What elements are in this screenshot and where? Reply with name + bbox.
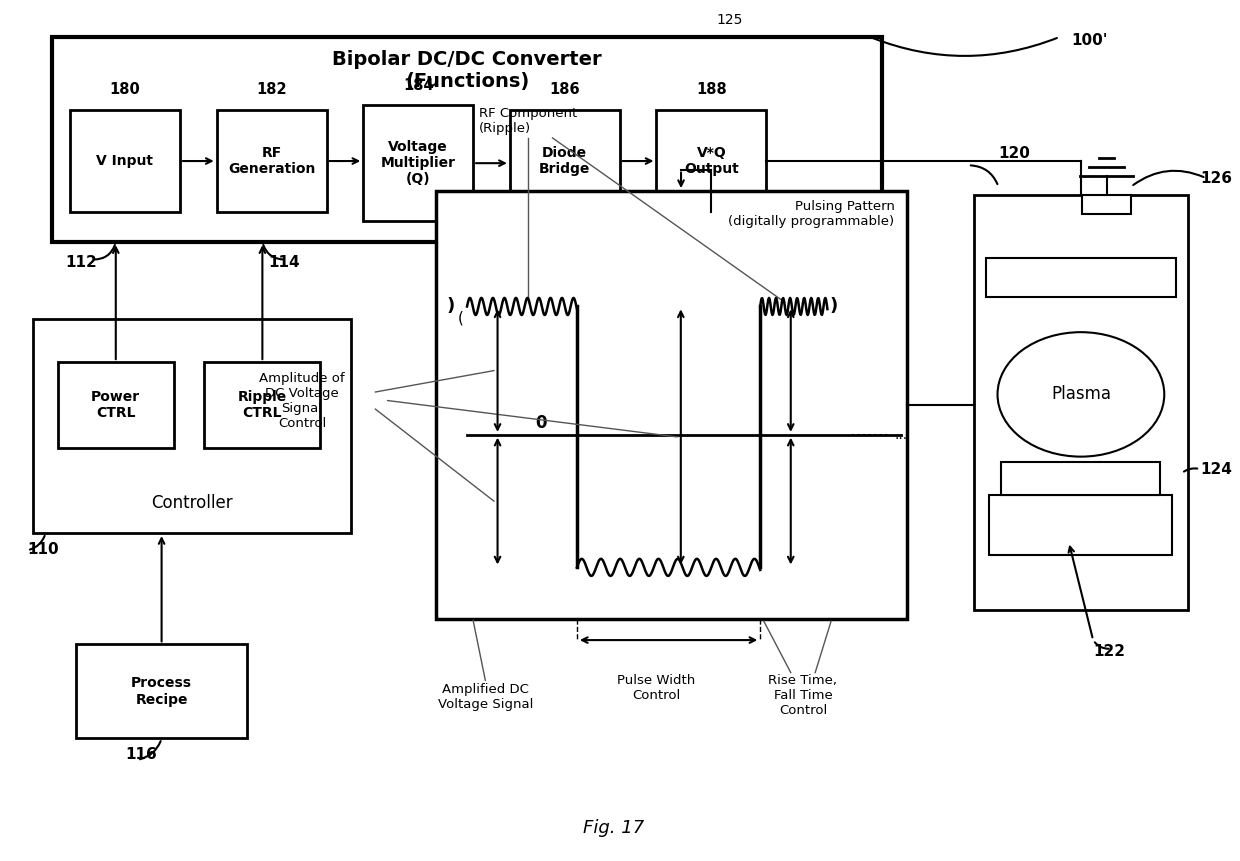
Text: 112: 112 bbox=[66, 255, 98, 270]
Text: 188: 188 bbox=[696, 82, 727, 97]
Text: ): ) bbox=[830, 297, 838, 315]
Text: Controller: Controller bbox=[151, 493, 233, 511]
Text: RF Component
(Ripple): RF Component (Ripple) bbox=[479, 108, 578, 135]
Text: (: ( bbox=[458, 311, 464, 326]
Text: Bipolar DC/DC Converter
(Functions): Bipolar DC/DC Converter (Functions) bbox=[332, 50, 601, 90]
Text: 186: 186 bbox=[549, 82, 580, 97]
Text: ): ) bbox=[446, 297, 455, 315]
Text: Pulsing Pattern
(digitally programmable): Pulsing Pattern (digitally programmable) bbox=[728, 200, 894, 227]
Text: Ripple
CTRL: Ripple CTRL bbox=[238, 390, 286, 420]
Text: Rise Time,
Fall Time
Control: Rise Time, Fall Time Control bbox=[769, 674, 837, 717]
Text: ...: ... bbox=[894, 428, 908, 442]
Text: 100': 100' bbox=[1071, 33, 1109, 47]
FancyBboxPatch shape bbox=[52, 37, 883, 242]
FancyBboxPatch shape bbox=[1083, 195, 1131, 214]
Text: 116: 116 bbox=[125, 747, 156, 762]
FancyBboxPatch shape bbox=[510, 109, 620, 213]
Text: Voltage
Multiplier
(Q): Voltage Multiplier (Q) bbox=[381, 140, 455, 186]
FancyBboxPatch shape bbox=[217, 109, 326, 213]
Text: 122: 122 bbox=[1094, 644, 1125, 660]
Text: 180: 180 bbox=[109, 82, 140, 97]
Text: 182: 182 bbox=[257, 82, 286, 97]
FancyBboxPatch shape bbox=[986, 258, 1176, 297]
Text: 126: 126 bbox=[1200, 170, 1233, 186]
Text: Process
Recipe: Process Recipe bbox=[131, 676, 192, 707]
FancyBboxPatch shape bbox=[205, 362, 320, 448]
FancyBboxPatch shape bbox=[973, 195, 1188, 610]
Text: 120: 120 bbox=[998, 146, 1030, 161]
FancyBboxPatch shape bbox=[436, 191, 906, 619]
FancyBboxPatch shape bbox=[58, 362, 174, 448]
Text: 184: 184 bbox=[403, 77, 434, 93]
Text: Amplified DC
Voltage Signal: Amplified DC Voltage Signal bbox=[438, 683, 533, 711]
FancyBboxPatch shape bbox=[76, 644, 247, 739]
Text: Power
CTRL: Power CTRL bbox=[92, 390, 140, 420]
Text: 110: 110 bbox=[27, 542, 58, 557]
Text: Plasma: Plasma bbox=[1050, 386, 1111, 404]
FancyBboxPatch shape bbox=[656, 109, 766, 213]
FancyBboxPatch shape bbox=[69, 109, 180, 213]
FancyBboxPatch shape bbox=[363, 105, 474, 221]
Text: Pulse Width
Control: Pulse Width Control bbox=[618, 674, 696, 703]
Text: 125: 125 bbox=[717, 13, 743, 27]
Text: V*Q
Output: V*Q Output bbox=[684, 146, 739, 177]
Text: 124: 124 bbox=[1200, 461, 1231, 477]
Text: RF
Generation: RF Generation bbox=[228, 146, 315, 177]
Text: Amplitude of
DC Voltage
Signal
Control: Amplitude of DC Voltage Signal Control bbox=[259, 372, 345, 430]
Text: 114: 114 bbox=[269, 255, 300, 270]
FancyBboxPatch shape bbox=[33, 319, 351, 533]
Text: 0: 0 bbox=[534, 414, 547, 432]
FancyBboxPatch shape bbox=[988, 495, 1172, 554]
FancyBboxPatch shape bbox=[1001, 462, 1159, 495]
Text: Fig. 17: Fig. 17 bbox=[583, 819, 645, 837]
Text: Diode
Bridge: Diode Bridge bbox=[539, 146, 590, 177]
Text: V Input: V Input bbox=[97, 154, 154, 168]
